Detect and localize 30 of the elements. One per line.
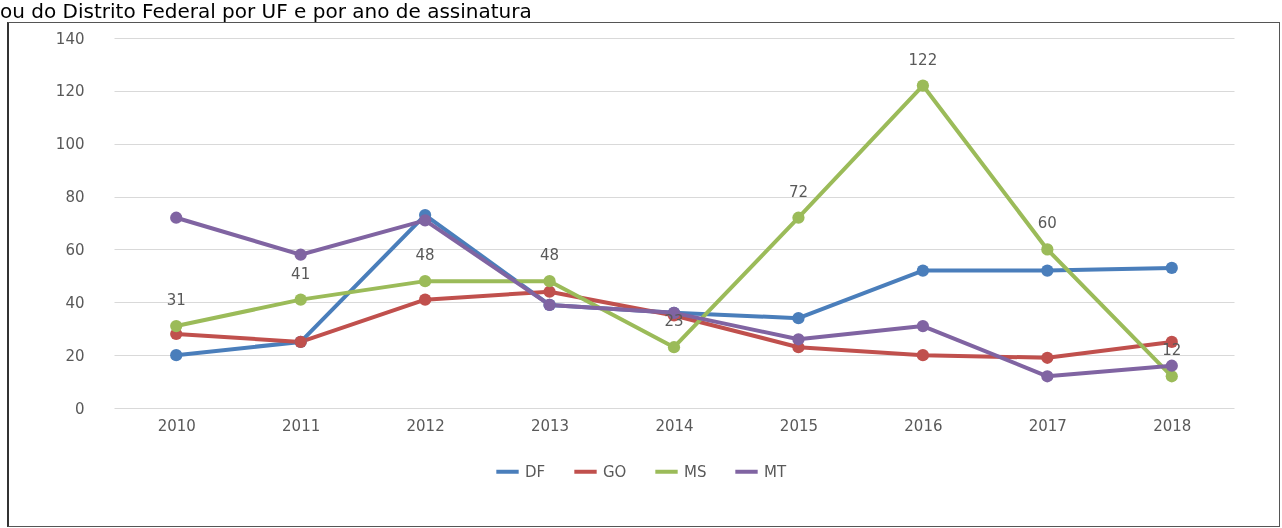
y-tick-label: 40 — [65, 293, 85, 312]
y-tick-label: 140 — [55, 29, 85, 48]
legend-label: MS — [684, 462, 707, 481]
x-tick-label: 2011 — [282, 416, 321, 435]
data-label: 60 — [1037, 214, 1057, 233]
x-tick-label: 2012 — [406, 416, 445, 435]
y-tick-label: 120 — [55, 82, 85, 101]
legend-label: MT — [764, 462, 787, 481]
data-label: 48 — [540, 246, 560, 265]
chart-title: ou do Distrito Federal por UF e por ano de assinatura — [0, 0, 532, 23]
x-tick-label: 2010 — [157, 416, 196, 435]
data-label: 12 — [1162, 341, 1182, 360]
legend-label: GO — [603, 462, 627, 481]
y-tick-label: 20 — [65, 346, 85, 365]
data-label: 72 — [788, 182, 808, 201]
x-tick-label: 2017 — [1028, 416, 1067, 435]
data-label: 122 — [908, 50, 938, 69]
y-tick-label: 0 — [74, 399, 85, 418]
legend-label: DF — [525, 462, 546, 481]
data-label: 31 — [166, 291, 186, 310]
x-tick-label: 2015 — [779, 416, 819, 435]
data-label: 41 — [291, 264, 311, 283]
data-label: 48 — [415, 246, 435, 265]
y-tick-label: 60 — [65, 240, 85, 259]
x-tick-label: 2016 — [904, 416, 943, 435]
y-tick-label: 100 — [55, 135, 85, 154]
x-tick-label: 2018 — [1153, 416, 1192, 435]
x-tick-label: 2014 — [655, 416, 694, 435]
y-tick-label: 80 — [65, 188, 85, 207]
x-tick-label: 2013 — [530, 416, 570, 435]
